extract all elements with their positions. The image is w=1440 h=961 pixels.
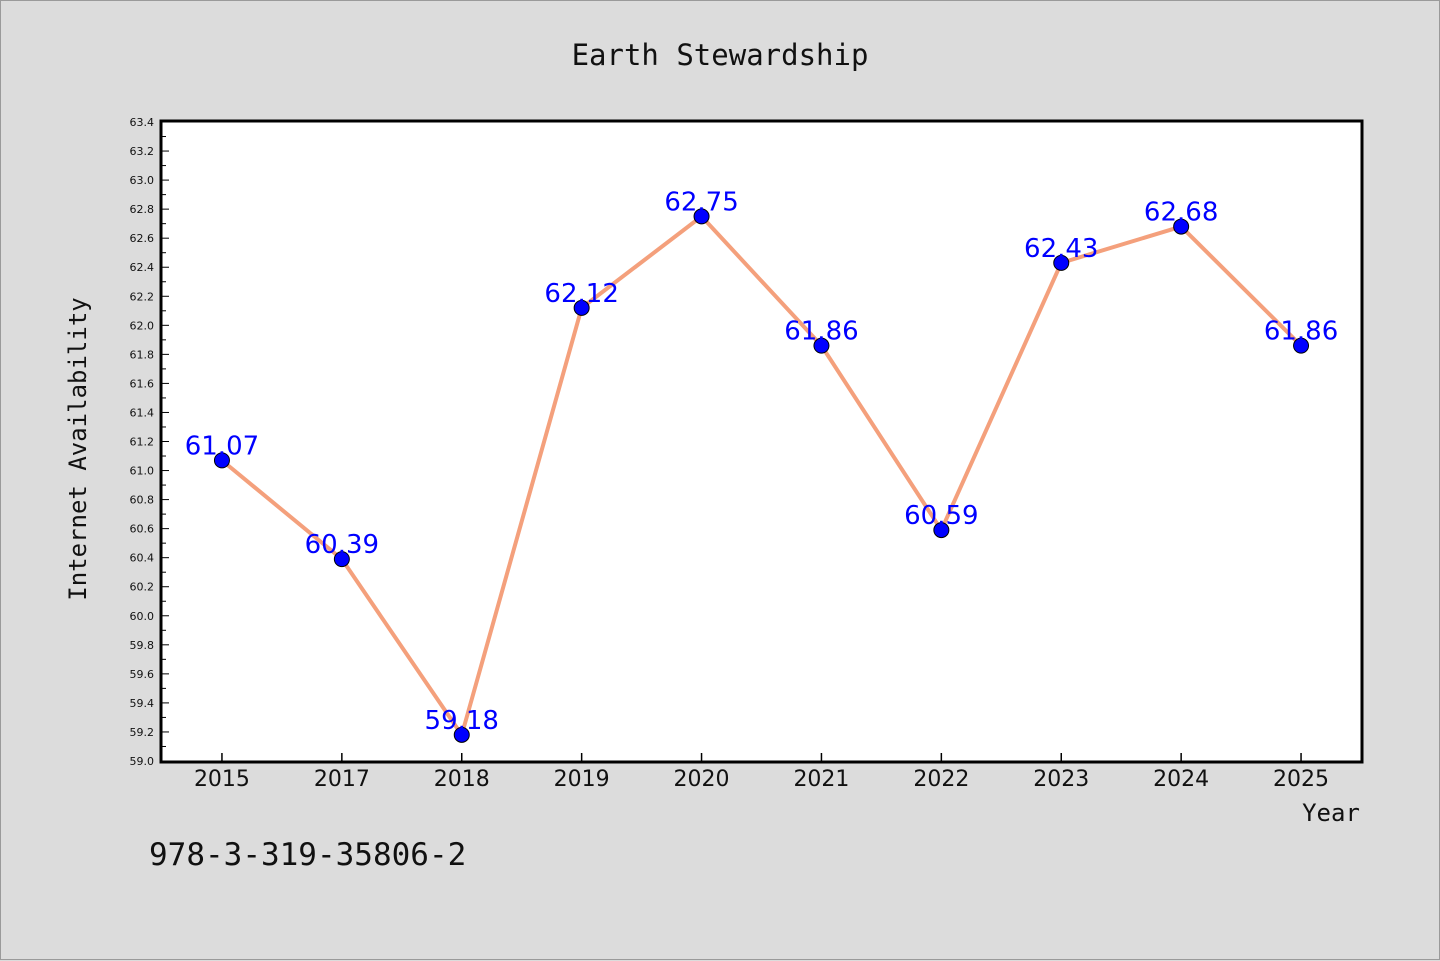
y-tick-label: 62.6 <box>130 232 155 245</box>
x-tick-label: 2018 <box>434 767 490 792</box>
y-tick-label: 62.0 <box>130 319 155 332</box>
data-point <box>1293 337 1310 354</box>
data-point <box>333 551 350 568</box>
isbn-annotation: 978-3-319-35806-2 <box>149 837 466 873</box>
x-tick-label: 2017 <box>314 767 370 792</box>
data-label: 61.86 <box>1264 317 1338 347</box>
y-tick-label: 62.2 <box>130 290 155 303</box>
data-label: 62.12 <box>544 279 618 309</box>
data-point <box>933 522 950 539</box>
series-markers <box>213 208 1310 743</box>
data-point <box>813 337 830 354</box>
x-tick-label: 2019 <box>554 767 610 792</box>
data-point <box>453 726 470 743</box>
series-line <box>220 214 1303 737</box>
data-label: 59.18 <box>425 706 499 736</box>
x-tick-label: 2025 <box>1273 767 1329 792</box>
x-tick-label: 2015 <box>194 767 250 792</box>
y-tick-label: 60.0 <box>130 610 155 623</box>
y-tick-label: 61.4 <box>130 406 155 419</box>
y-tick-label: 61.2 <box>130 436 155 449</box>
data-label: 61.07 <box>185 431 259 461</box>
data-label: 60.59 <box>904 501 978 531</box>
series-path <box>220 214 1303 737</box>
x-tick-label: 2024 <box>1153 767 1209 792</box>
x-axis-label: Year <box>1302 799 1360 827</box>
data-labels: 61.07 60.39 59.18 62.12 62.75 61.86 60.59 62.43… <box>185 187 1339 735</box>
y-tick-label: 61.0 <box>130 465 155 478</box>
x-tick-label: 2023 <box>1033 767 1089 792</box>
plot-area <box>159 119 1364 764</box>
data-label: 62.75 <box>664 187 738 217</box>
data-point <box>1053 254 1070 271</box>
x-tick-label: 2020 <box>674 767 730 792</box>
y-axis-label: Internet Availability <box>64 297 92 600</box>
data-label: 60.39 <box>305 530 379 560</box>
y-tick-label: 60.4 <box>130 552 155 565</box>
y-tick-label: 62.8 <box>130 203 155 216</box>
data-label: 61.86 <box>784 317 858 347</box>
y-tick-label: 63.2 <box>130 145 155 158</box>
y-tick-label: 59.2 <box>130 726 155 739</box>
y-tick-label: 60.6 <box>130 523 155 536</box>
x-axis-ticks: 2015 2017 2018 2019 2020 2021 2022 2023 2024 2025 <box>194 753 1329 792</box>
x-tick-label: 2022 <box>913 767 969 792</box>
x-tick-label: 2021 <box>793 767 849 792</box>
data-point <box>693 208 710 225</box>
y-tick-label: 59.4 <box>130 697 155 710</box>
y-tick-label: 60.8 <box>130 494 155 507</box>
data-point <box>573 299 590 316</box>
y-axis-ticks: 59.0 59.2 59.4 59.6 59.8 60.0 60.2 60.4 60.6 60.8… <box>130 116 169 768</box>
data-label: 62.43 <box>1024 234 1098 264</box>
y-tick-label: 59.0 <box>130 755 155 768</box>
y-tick-label: 59.8 <box>130 639 155 652</box>
y-tick-label: 59.6 <box>130 668 155 681</box>
y-tick-label: 63.0 <box>130 174 155 187</box>
chart-title: Earth Stewardship <box>572 38 869 72</box>
y-tick-label: 62.4 <box>130 261 155 274</box>
y-tick-label: 61.8 <box>130 348 155 361</box>
y-tick-label: 63.4 <box>130 116 155 129</box>
data-point <box>213 452 230 469</box>
data-point <box>1173 218 1190 235</box>
y-tick-label: 60.2 <box>130 581 155 594</box>
y-tick-label: 61.6 <box>130 377 155 390</box>
data-label: 62.68 <box>1144 198 1218 228</box>
